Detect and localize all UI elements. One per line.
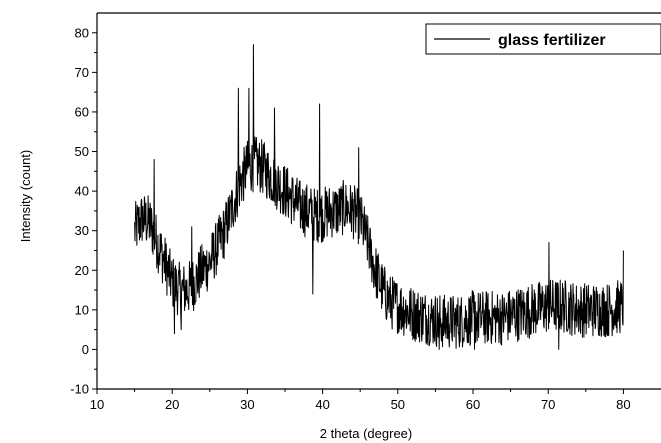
y-tick-label: 60 — [75, 104, 89, 119]
y-axis-title: Intensity (count) — [18, 150, 33, 243]
x-tick-label: 60 — [466, 397, 480, 412]
plot-area — [134, 44, 624, 350]
x-tick-label: 70 — [541, 397, 555, 412]
x-tick-label: 50 — [391, 397, 405, 412]
series-line-glass-fertilizer — [134, 44, 624, 350]
x-tick-label: 40 — [315, 397, 329, 412]
y-tick-label: -10 — [70, 382, 89, 397]
x-tick-label: 80 — [616, 397, 630, 412]
axes — [96, 12, 661, 390]
x-tick-label: 20 — [165, 397, 179, 412]
y-tick-label: 10 — [75, 302, 89, 317]
y-tick-label: 20 — [75, 263, 89, 278]
x-axis-title: 2 theta (degree) — [320, 426, 413, 441]
tick-marks — [92, 32, 624, 394]
y-tick-label: 0 — [82, 342, 89, 357]
legend: glass fertilizer — [425, 23, 661, 55]
y-tick-label: 80 — [75, 25, 89, 40]
legend-label: glass fertilizer — [498, 32, 606, 49]
tick-labels: 10 20 30 40 50 60 70 80 -10 0 10 20 30 40 50 60 70 80 — [70, 25, 630, 412]
x-tick-label: 30 — [240, 397, 254, 412]
y-tick-label: 40 — [75, 184, 89, 199]
y-tick-label: 50 — [75, 144, 89, 159]
y-tick-label: 30 — [75, 223, 89, 238]
x-tick-label: 10 — [90, 397, 104, 412]
y-tick-label: 70 — [75, 65, 89, 80]
